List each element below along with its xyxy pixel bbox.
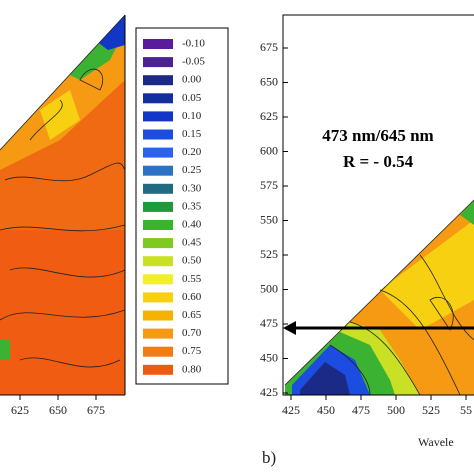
legend-swatch [143, 346, 173, 357]
legend-swatch [143, 274, 173, 285]
x-tick-label: 500 [387, 403, 405, 417]
x-tick-label: 475 [352, 403, 370, 417]
x-tick-label: 650 [49, 403, 67, 417]
legend-swatch [143, 111, 173, 122]
map-fill [95, 15, 125, 50]
legend-label: 0.25 [182, 164, 202, 176]
legend-label: 0.05 [182, 92, 202, 104]
legend-swatch [143, 39, 173, 49]
contour-line [0, 14, 126, 368]
legend-label: 0.55 [182, 273, 202, 285]
legend-swatch [143, 220, 173, 230]
legend-swatch [143, 183, 173, 194]
map-fill [0, 230, 125, 395]
legend-swatch [143, 310, 173, 321]
legend-swatch [143, 129, 173, 140]
plot-frame [282, 14, 474, 396]
legend-label: 0.65 [182, 309, 202, 321]
legend-label: 0.30 [182, 182, 202, 194]
legend-label: -0.10 [182, 38, 205, 50]
legend-label: 0.15 [182, 128, 202, 140]
annotation: 473 nm/645 nm [322, 126, 433, 145]
legend-swatch [143, 238, 173, 249]
x-tick-label: 525 [422, 403, 440, 417]
x-axis-label: Wavele [418, 435, 454, 449]
legend-label: 0.10 [182, 110, 202, 122]
map-fill [0, 340, 10, 360]
legend-label: 0.45 [182, 237, 202, 249]
y-tick-label: 625 [260, 109, 278, 123]
legend-label: 0.00 [182, 74, 202, 86]
legend-label: 0.75 [182, 345, 202, 357]
legend-label: 0.70 [182, 327, 202, 339]
legend-swatch [143, 328, 173, 339]
y-tick-label: 550 [260, 212, 278, 226]
x-tick-label: 625 [11, 403, 29, 417]
arrow-head [283, 321, 296, 335]
legend-swatch [143, 165, 173, 176]
map-fill [40, 90, 80, 140]
map-fill [380, 220, 474, 330]
panel-label: b) [262, 448, 276, 467]
y-tick-label: 450 [260, 350, 278, 364]
y-tick-label: 425 [260, 385, 278, 399]
legend-label: 0.50 [182, 255, 202, 267]
annotation: R = - 0.54 [343, 152, 414, 171]
legend-label: 0.35 [182, 200, 202, 212]
legend-swatch [143, 93, 173, 104]
map-fill [460, 200, 474, 225]
y-tick-label: 475 [260, 316, 278, 330]
x-tick-label: 425 [282, 403, 300, 417]
y-tick-label: 500 [260, 281, 278, 295]
x-tick-label: 55 [460, 403, 472, 417]
left-map [0, 0, 126, 396]
legend-swatch [143, 147, 173, 158]
map-fill [300, 362, 350, 395]
legend-swatch [143, 256, 173, 267]
legend-swatch [143, 292, 173, 303]
y-tick-label: 600 [260, 143, 278, 157]
y-tick-label: 575 [260, 178, 278, 192]
contour-line [284, 199, 474, 396]
x-tick-label: 675 [87, 403, 105, 417]
legend-label: 0.20 [182, 146, 202, 158]
y-tick-label: 650 [260, 74, 278, 88]
legend-swatch [143, 364, 173, 375]
legend-swatch [143, 75, 173, 86]
x-tick-label: 450 [317, 403, 335, 417]
legend-label: 0.60 [182, 291, 202, 303]
right-map [282, 14, 474, 396]
legend-label: 0.40 [182, 219, 202, 231]
legend-swatch [143, 57, 173, 68]
legend-label: -0.05 [182, 56, 205, 68]
blank [0, 0, 125, 150]
y-tick-label: 675 [260, 40, 278, 54]
y-tick-label: 525 [260, 247, 278, 261]
legend-label: 0.80 [182, 363, 202, 375]
legend-swatch [143, 201, 173, 212]
